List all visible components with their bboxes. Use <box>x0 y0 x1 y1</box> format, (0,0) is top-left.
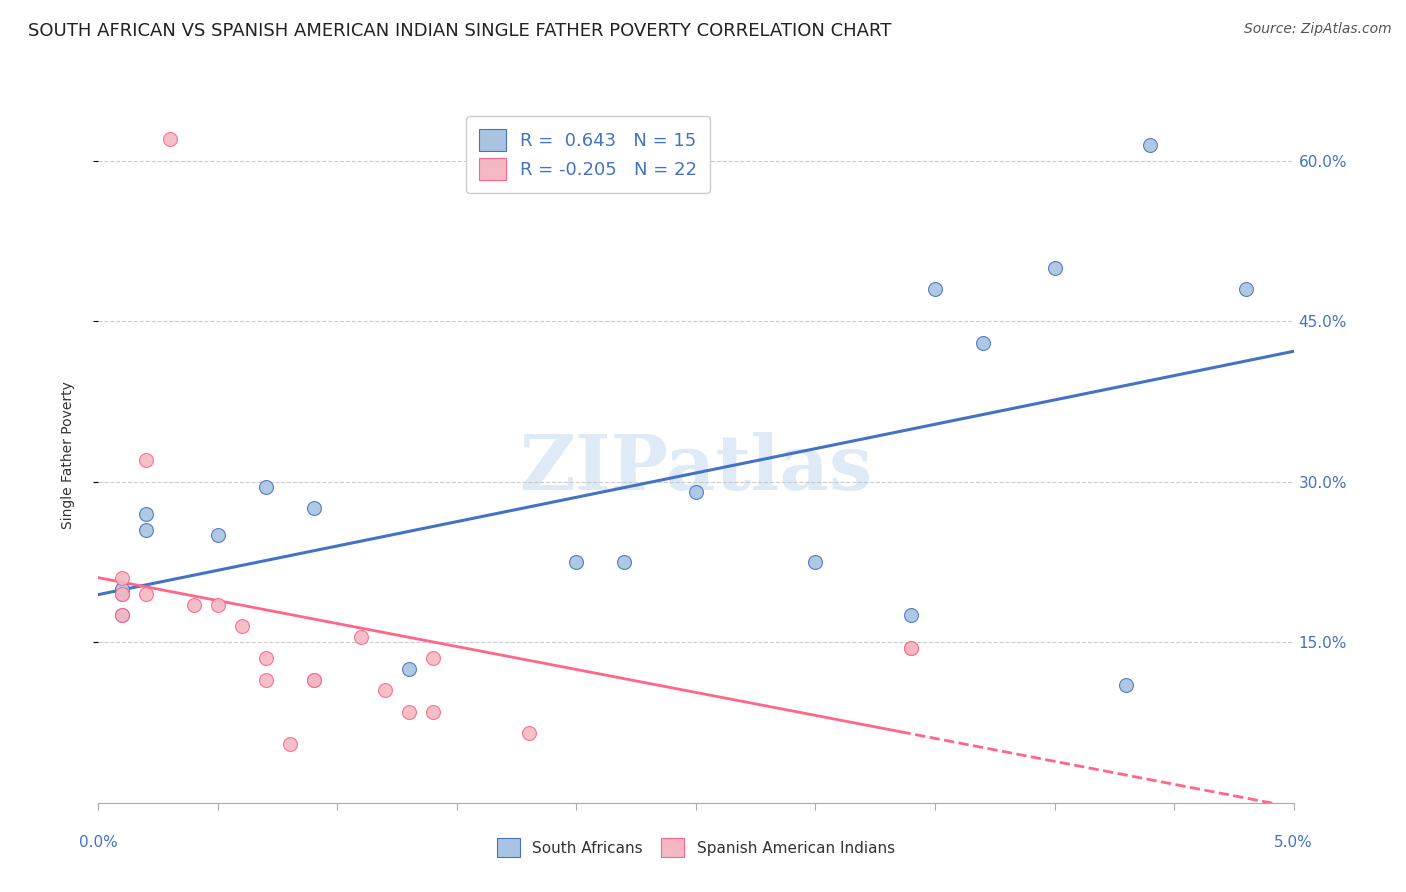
Point <box>254 480 277 494</box>
Point <box>135 453 157 467</box>
Point <box>302 673 325 687</box>
Point <box>135 523 157 537</box>
Point <box>159 132 181 146</box>
Point <box>302 673 325 687</box>
Point <box>972 335 994 350</box>
Text: 0.0%: 0.0% <box>79 836 118 850</box>
Point <box>1115 678 1137 692</box>
Text: 5.0%: 5.0% <box>1274 836 1313 850</box>
Point <box>207 528 229 542</box>
Point <box>207 598 229 612</box>
Point <box>135 587 157 601</box>
Point <box>565 555 588 569</box>
Point <box>231 619 253 633</box>
Point <box>804 555 827 569</box>
Point <box>900 640 922 655</box>
Point <box>1139 137 1161 152</box>
Point <box>135 507 157 521</box>
Point <box>374 683 396 698</box>
Text: ZIPatlas: ZIPatlas <box>519 432 873 506</box>
Y-axis label: Single Father Poverty: Single Father Poverty <box>60 381 75 529</box>
Point <box>111 582 134 596</box>
Point <box>685 485 707 500</box>
Point <box>254 651 277 665</box>
Point <box>350 630 373 644</box>
Text: SOUTH AFRICAN VS SPANISH AMERICAN INDIAN SINGLE FATHER POVERTY CORRELATION CHART: SOUTH AFRICAN VS SPANISH AMERICAN INDIAN… <box>28 22 891 40</box>
Point <box>924 282 946 296</box>
Point <box>302 501 325 516</box>
Point <box>900 640 922 655</box>
Point <box>613 555 636 569</box>
Text: Source: ZipAtlas.com: Source: ZipAtlas.com <box>1244 22 1392 37</box>
Point <box>517 726 540 740</box>
Point <box>398 705 420 719</box>
Point <box>111 587 134 601</box>
Point <box>111 608 134 623</box>
Point <box>183 598 205 612</box>
Point <box>254 673 277 687</box>
Legend: South Africans, Spanish American Indians: South Africans, Spanish American Indians <box>489 830 903 864</box>
Point <box>422 705 444 719</box>
Point <box>111 608 134 623</box>
Point <box>1234 282 1257 296</box>
Point <box>111 571 134 585</box>
Point <box>111 587 134 601</box>
Point <box>900 608 922 623</box>
Point <box>278 737 301 751</box>
Point <box>1043 260 1066 275</box>
Point <box>398 662 420 676</box>
Point <box>422 651 444 665</box>
